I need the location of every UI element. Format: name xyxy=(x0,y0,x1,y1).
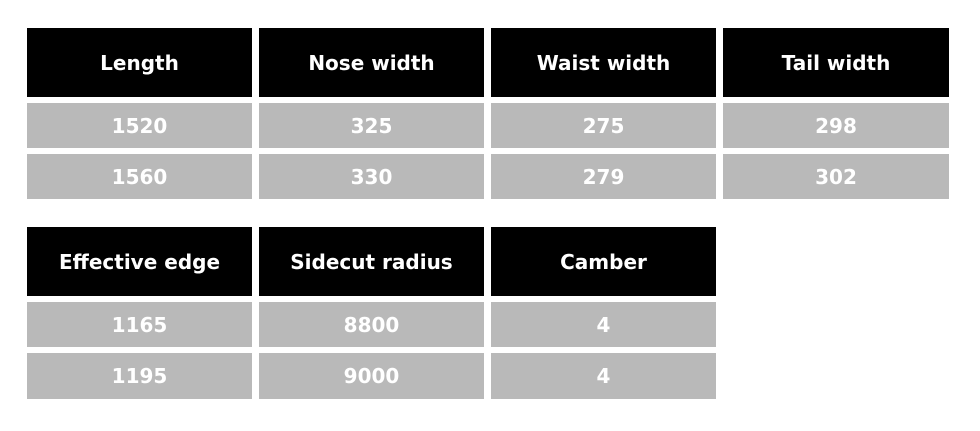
table-cell: 9000 xyxy=(259,353,484,399)
table-cell: 1195 xyxy=(27,353,252,399)
table-cell: 325 xyxy=(259,103,484,148)
specs-table-2: Effective edge Sidecut radius Camber 116… xyxy=(27,227,949,399)
empty-cell xyxy=(723,227,949,296)
header-length: Length xyxy=(27,28,252,97)
table-cell: 4 xyxy=(491,302,716,347)
header-waist-width: Waist width xyxy=(491,28,716,97)
header-nose-width: Nose width xyxy=(259,28,484,97)
table-cell: 298 xyxy=(723,103,949,148)
table-cell: 1560 xyxy=(27,154,252,199)
empty-cell xyxy=(723,302,949,347)
empty-cell xyxy=(723,353,949,399)
table-cell: 1520 xyxy=(27,103,252,148)
table-cell: 8800 xyxy=(259,302,484,347)
table-cell: 279 xyxy=(491,154,716,199)
table-cell: 1165 xyxy=(27,302,252,347)
header-effective-edge: Effective edge xyxy=(27,227,252,296)
table-cell: 330 xyxy=(259,154,484,199)
header-sidecut-radius: Sidecut radius xyxy=(259,227,484,296)
specs-table-1: Length Nose width Waist width Tail width… xyxy=(27,28,949,199)
table-cell: 275 xyxy=(491,103,716,148)
header-camber: Camber xyxy=(491,227,716,296)
header-tail-width: Tail width xyxy=(723,28,949,97)
table-cell: 302 xyxy=(723,154,949,199)
table-cell: 4 xyxy=(491,353,716,399)
